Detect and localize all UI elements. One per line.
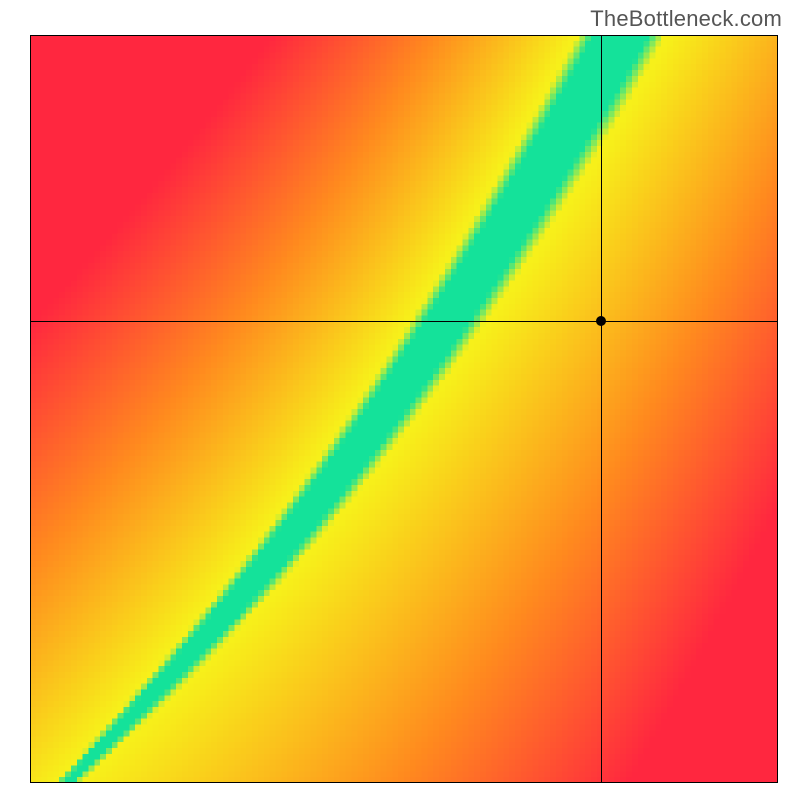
heatmap-canvas	[30, 35, 778, 783]
chart-container: TheBottleneck.com	[0, 0, 800, 800]
watermark-text: TheBottleneck.com	[590, 6, 782, 32]
heatmap-plot-area	[30, 35, 778, 783]
